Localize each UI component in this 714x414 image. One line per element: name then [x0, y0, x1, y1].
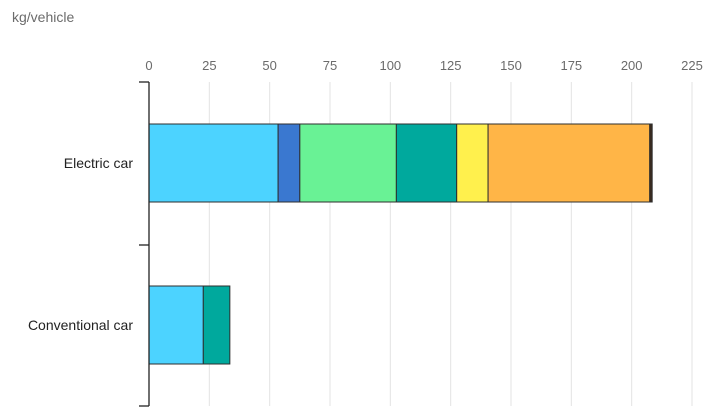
x-tick-label: 125	[440, 58, 462, 73]
x-tick-label: 225	[681, 58, 703, 73]
x-tick-labels: 0 25 50 75 100 125 150 175 200 225	[145, 58, 702, 73]
bar-segment	[202, 285, 231, 365]
bar-segment	[395, 123, 458, 203]
x-tick-label: 100	[379, 58, 401, 73]
bar-segment	[456, 123, 489, 203]
x-tick-label: 175	[560, 58, 582, 73]
bars	[148, 123, 653, 365]
bar-segment	[148, 123, 279, 203]
category-label: Conventional car	[28, 317, 133, 333]
bar-segment	[299, 123, 397, 203]
category-label: Electric car	[64, 155, 134, 171]
category-labels: Electric car Conventional car	[28, 155, 133, 333]
x-tick-label: 75	[323, 58, 337, 73]
x-tick-label: 200	[621, 58, 643, 73]
x-tick-label: 150	[500, 58, 522, 73]
unit-label: kg/vehicle	[12, 9, 74, 25]
bar-segment	[277, 123, 301, 203]
bar-segment	[649, 123, 653, 203]
bar-segment	[487, 123, 651, 203]
x-tick-label: 25	[202, 58, 216, 73]
y-axis	[139, 81, 150, 407]
x-tick-label: 0	[145, 58, 152, 73]
bar-segment	[148, 285, 204, 365]
x-tick-label: 50	[262, 58, 276, 73]
